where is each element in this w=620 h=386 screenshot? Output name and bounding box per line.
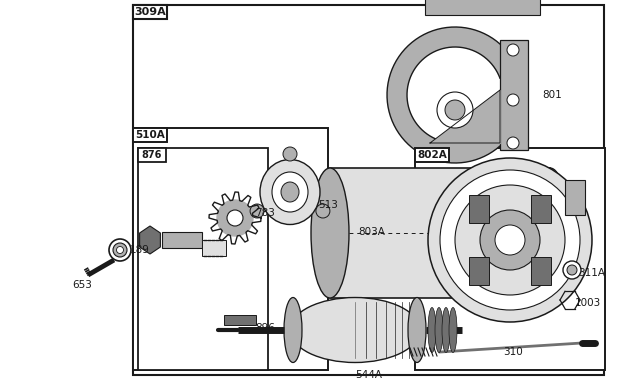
Ellipse shape [449,308,457,352]
Text: 653: 653 [72,280,92,290]
Ellipse shape [442,308,450,352]
Bar [469,257,489,285]
Circle shape [437,92,473,128]
Bar [531,195,551,223]
Ellipse shape [435,308,443,352]
Circle shape [563,261,581,279]
Bar [202,240,226,256]
Circle shape [440,170,580,310]
Text: 1003: 1003 [575,298,601,308]
Bar [415,148,449,162]
Ellipse shape [117,247,123,254]
Ellipse shape [531,168,569,298]
Ellipse shape [113,243,127,257]
Bar [469,195,489,223]
Ellipse shape [428,308,436,352]
Circle shape [316,204,330,218]
Text: 802A: 802A [417,150,447,160]
Text: 803A: 803A [358,227,385,237]
Bar [330,168,550,298]
Circle shape [495,225,525,255]
Ellipse shape [109,239,131,261]
Ellipse shape [272,172,308,212]
Circle shape [283,147,297,161]
Polygon shape [217,200,253,236]
Circle shape [250,204,264,218]
Bar [425,0,540,15]
Text: 510A: 510A [135,130,165,140]
Ellipse shape [281,182,299,202]
Ellipse shape [284,298,302,362]
Bar [531,257,551,285]
Text: eReplacementParts.com: eReplacementParts.com [282,213,418,223]
Text: 801: 801 [542,90,562,100]
Bar [138,148,166,162]
Circle shape [507,137,519,149]
Bar [500,40,528,150]
Bar [565,180,585,215]
Bar [224,315,256,325]
Polygon shape [387,27,519,163]
Text: 544A: 544A [355,370,382,380]
Ellipse shape [290,298,420,362]
Bar [138,148,268,370]
Circle shape [455,185,565,295]
Bar [133,128,167,142]
Ellipse shape [408,298,426,362]
Circle shape [480,210,540,270]
Polygon shape [430,90,500,143]
Ellipse shape [311,168,349,298]
Text: 310: 310 [503,347,523,357]
Circle shape [507,94,519,106]
Circle shape [445,100,465,120]
Circle shape [567,265,577,275]
Text: 309A: 309A [134,7,166,17]
Bar [415,148,605,370]
Text: 189: 189 [130,245,150,255]
Bar [133,5,604,375]
Circle shape [227,210,243,226]
Ellipse shape [260,159,320,225]
Bar [162,232,202,248]
Text: 311A: 311A [578,268,605,278]
Bar [133,5,167,19]
Circle shape [428,158,592,322]
Text: 513: 513 [318,200,338,210]
Text: 783: 783 [255,208,275,218]
Polygon shape [140,226,161,254]
Text: 896: 896 [255,323,275,333]
Circle shape [507,44,519,56]
Text: 876: 876 [141,150,162,160]
Bar [133,128,328,370]
